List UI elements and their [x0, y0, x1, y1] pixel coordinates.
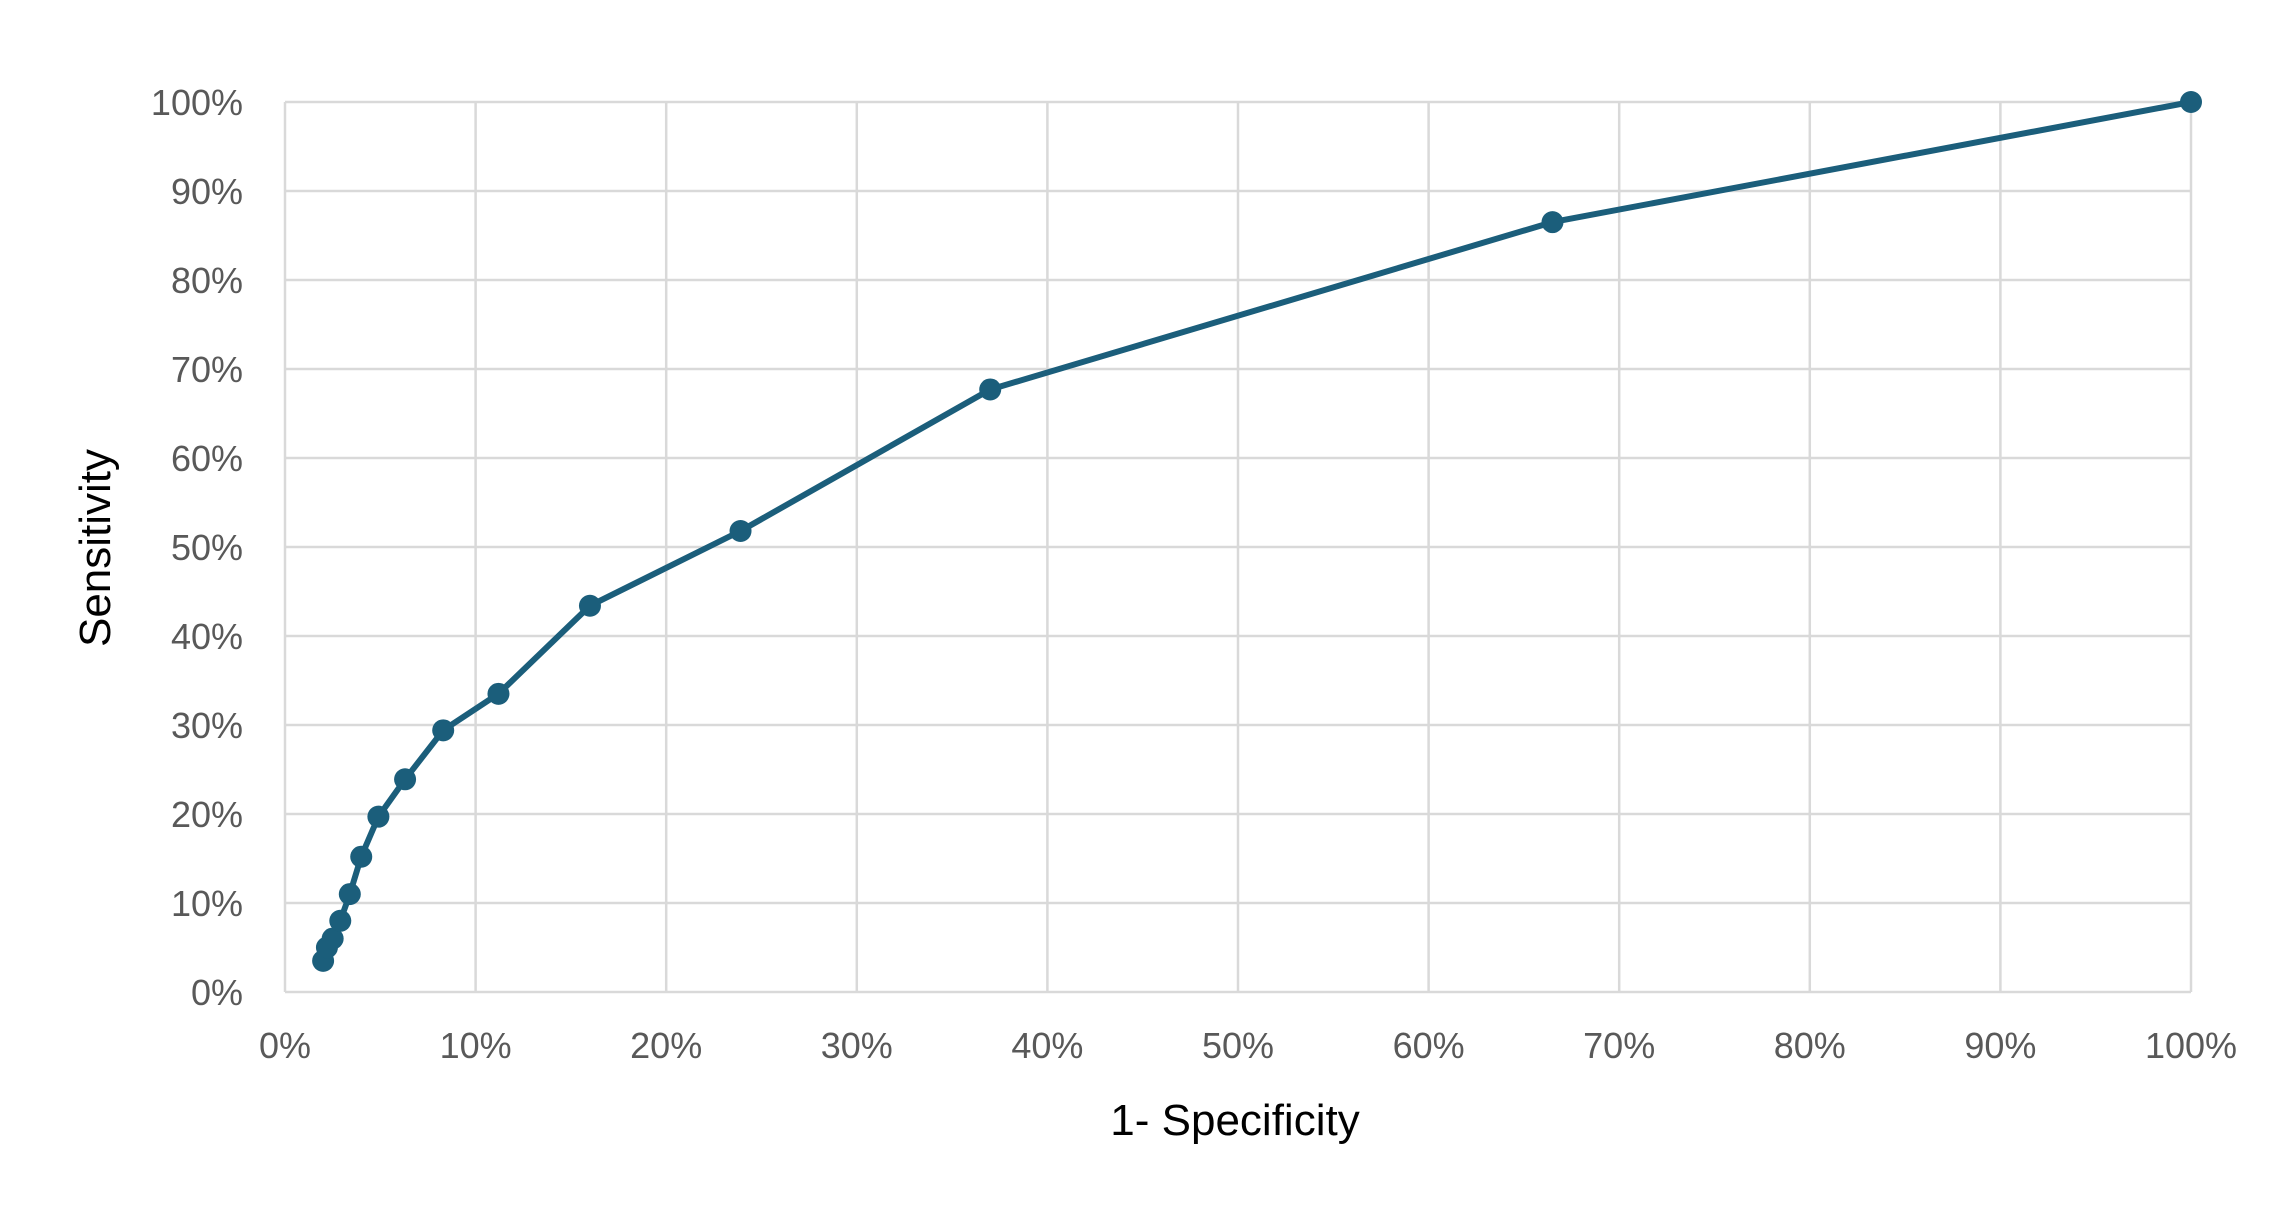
- data-point: [432, 719, 455, 742]
- x-axis-title: 1- Specificity: [1110, 1096, 1359, 1145]
- x-tick-label: 60%: [1393, 1025, 1465, 1066]
- x-tick-label: 100%: [2145, 1025, 2237, 1066]
- x-tick-label: 50%: [1202, 1025, 1274, 1066]
- y-tick-label: 40%: [171, 616, 243, 657]
- data-point: [578, 594, 601, 617]
- y-tick-label: 90%: [171, 171, 243, 212]
- y-axis-title: Sensitivity: [71, 449, 120, 647]
- x-tick-label: 0%: [259, 1025, 311, 1066]
- x-tick-label: 90%: [1964, 1025, 2036, 1066]
- x-tick-label: 80%: [1774, 1025, 1846, 1066]
- grid: [283, 100, 2193, 994]
- x-tick-label: 40%: [1011, 1025, 1083, 1066]
- y-axis-ticks: 0% 10% 20% 30% 40% 50% 60% 70% 80% 90% 100%: [151, 82, 243, 1013]
- data-point: [487, 682, 510, 705]
- y-tick-label: 70%: [171, 349, 243, 390]
- x-tick-label: 70%: [1583, 1025, 1655, 1066]
- series-layer: [312, 91, 2202, 972]
- y-tick-label: 80%: [171, 260, 243, 301]
- data-point: [329, 909, 352, 932]
- y-tick-label: 20%: [171, 794, 243, 835]
- x-tick-label: 10%: [440, 1025, 512, 1066]
- y-tick-label: 100%: [151, 82, 243, 123]
- x-tick-label: 20%: [630, 1025, 702, 1066]
- data-point: [979, 378, 1002, 401]
- y-tick-label: 60%: [171, 438, 243, 479]
- y-tick-label: 0%: [191, 972, 243, 1013]
- data-point: [338, 883, 361, 906]
- data-point: [394, 768, 417, 791]
- data-point: [350, 845, 373, 868]
- data-point: [367, 805, 390, 828]
- y-tick-label: 30%: [171, 705, 243, 746]
- data-point: [729, 519, 752, 542]
- y-tick-label: 10%: [171, 883, 243, 924]
- data-point: [321, 927, 344, 950]
- x-tick-label: 30%: [821, 1025, 893, 1066]
- x-axis-ticks: 0% 10% 20% 30% 40% 50% 60% 70% 80% 90% 100%: [259, 1025, 2237, 1066]
- y-tick-label: 50%: [171, 527, 243, 568]
- data-point: [1541, 211, 1564, 234]
- data-point: [2180, 91, 2202, 113]
- series-line: [320, 99, 2194, 964]
